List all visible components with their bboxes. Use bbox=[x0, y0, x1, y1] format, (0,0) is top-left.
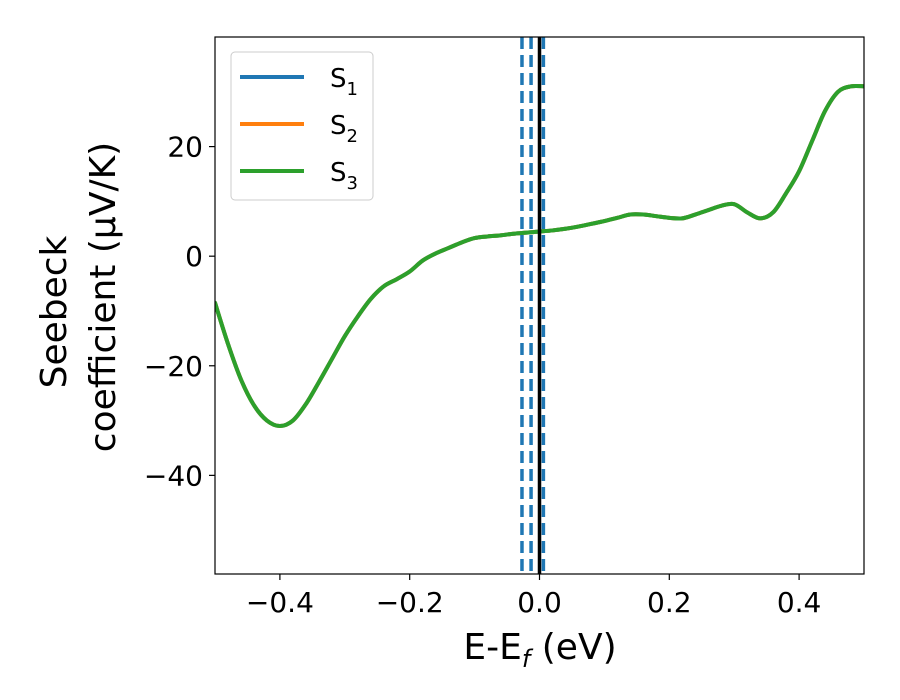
x-tick-label: 0.0 bbox=[517, 586, 562, 619]
x-tick-label: −0.4 bbox=[246, 586, 314, 619]
y-tick-label: −20 bbox=[144, 350, 203, 383]
y-axis-ticks: −40 −20 0 20 bbox=[144, 131, 215, 492]
x-tick-label: 0.2 bbox=[647, 586, 692, 619]
legend-label-2: S2 bbox=[330, 111, 358, 147]
plot-content bbox=[215, 37, 864, 574]
y-axis-label-line1: Seebeck bbox=[34, 235, 75, 388]
x-axis-ticks: −0.4 −0.2 0.0 0.2 0.4 bbox=[246, 574, 821, 619]
y-tick-label: 0 bbox=[185, 240, 203, 273]
legend-label-1: S1 bbox=[330, 64, 358, 100]
x-axis-label: E-Ef (eV) bbox=[463, 627, 616, 673]
y-axis-label-line2: coefficient (μV/K) bbox=[83, 142, 124, 452]
x-tick-label: 0.4 bbox=[777, 586, 822, 619]
x-tick-label: −0.2 bbox=[376, 586, 444, 619]
legend: S1 S2 S3 bbox=[230, 51, 374, 201]
y-tick-label: −40 bbox=[144, 459, 203, 492]
legend-label-3: S3 bbox=[330, 158, 358, 194]
y-tick-label: 20 bbox=[167, 131, 203, 164]
